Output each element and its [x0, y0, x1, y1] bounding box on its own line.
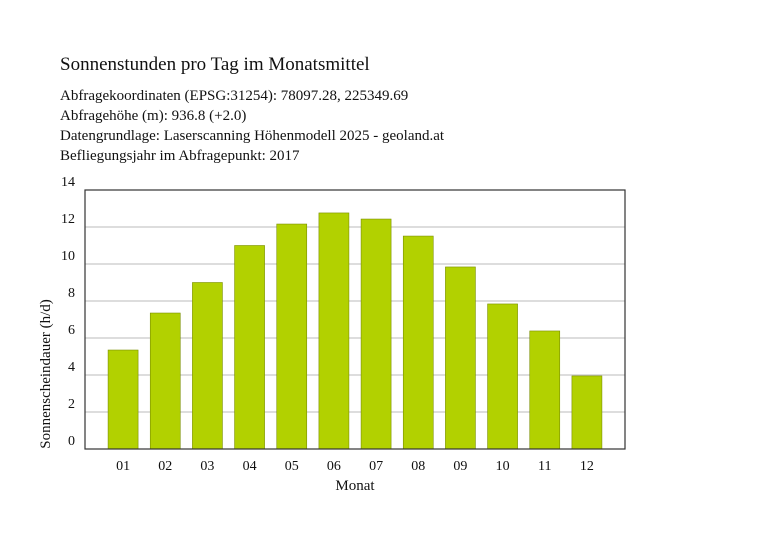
- subtitle: Abfragekoordinaten (EPSG:31254): 78097.2…: [60, 88, 408, 104]
- x-tick-label: 11: [538, 459, 551, 474]
- y-tick-label: 12: [61, 212, 75, 227]
- bar: [360, 218, 392, 450]
- y-tick-label: 10: [61, 249, 75, 264]
- y-tick-label: 8: [68, 286, 75, 301]
- bar: [487, 303, 518, 450]
- chart-title: Sonnenstunden pro Tag im Monatsmittel: [60, 54, 370, 75]
- y-tick-label: 2: [68, 397, 75, 412]
- x-tick-label: 02: [158, 459, 172, 474]
- x-tick-label: 06: [327, 459, 341, 474]
- plot-frame: [84, 189, 626, 450]
- x-tick-label: 05: [285, 459, 299, 474]
- x-tick-label: 09: [453, 459, 467, 474]
- x-tick-label: 07: [369, 459, 383, 474]
- bar: [445, 266, 476, 450]
- subtitle: Befliegungsjahr im Abfragepunkt: 2017: [60, 148, 300, 164]
- y-tick-label: 6: [68, 323, 75, 338]
- bar: [318, 212, 350, 450]
- y-tick-label: 14: [61, 175, 75, 190]
- bar: [107, 349, 139, 450]
- x-tick-label: 08: [411, 459, 425, 474]
- x-tick-label: 10: [496, 459, 510, 474]
- x-tick-label: 04: [243, 459, 257, 474]
- subtitle: Abfragehöhe (m): 936.8 (+2.0): [60, 108, 246, 124]
- x-axis-label: Monat: [335, 478, 375, 494]
- x-tick-label: 03: [200, 459, 214, 474]
- bar: [529, 330, 561, 450]
- bar: [234, 245, 265, 450]
- subtitle: Datengrundlage: Laserscanning Höhenmodel…: [60, 128, 445, 144]
- bar: [276, 223, 308, 450]
- bar: [571, 375, 603, 450]
- x-tick-label: 12: [580, 459, 594, 474]
- y-tick-label: 0: [68, 434, 75, 449]
- bar: [402, 235, 434, 450]
- y-tick-label: 4: [68, 360, 75, 375]
- bar: [149, 312, 181, 450]
- y-axis-label: Sonnenscheindauer (h/d): [38, 299, 54, 449]
- x-tick-label: 01: [116, 459, 130, 474]
- bar: [192, 282, 223, 450]
